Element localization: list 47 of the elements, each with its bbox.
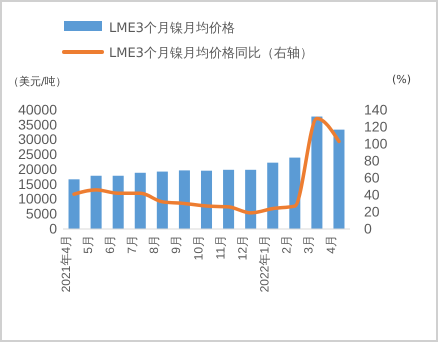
x-tick-label: 7月 [125,235,140,254]
legend-label: LME3个月镍月均价格同比（右轴） [109,46,313,61]
bar [112,176,124,229]
bar [267,162,278,229]
y-tick-label: 5000 [26,206,58,222]
bar [156,172,168,229]
y2-tick-label: 60 [364,169,380,186]
x-tick-label: 10月 [191,235,206,260]
x-tick-label: 4月 [324,235,338,254]
bar [134,172,146,229]
y-tick-label: 35000 [18,116,58,132]
x-tick-label: 2月 [280,235,294,254]
bar [245,170,256,229]
y-tick-label: 0 [49,220,58,236]
y2-tick-label: 100 [364,135,388,152]
bar [223,170,234,229]
bar [178,170,190,229]
bar [333,130,344,229]
y2-tick-label: 80 [364,152,380,168]
x-tick-label: 2021年4月 [58,235,73,292]
y2-tick-label: 40 [364,186,380,202]
y2-tick-label: 20 [364,203,380,220]
bar [200,170,212,229]
y-tick-label: 15000 [18,176,58,192]
y-tick-label: 40000 [18,101,58,118]
x-tick-label: 5月 [80,235,95,254]
y2-tick-label: 140 [364,101,388,118]
y-tick-label: 30000 [18,131,58,148]
y2-tick-label: 0 [364,220,372,236]
x-tick-label: 2022年1月 [258,235,272,292]
bar [90,176,102,229]
x-tick-label: 8月 [147,235,162,254]
legend-label: LME3个月镍月均价格 [109,21,235,36]
bar [311,116,322,229]
y2-tick-label: 120 [364,118,388,134]
bar [68,179,80,229]
x-tick-label: 9月 [169,235,184,254]
x-tick-label: 11月 [213,235,228,260]
y-tick-label: 20000 [18,160,58,177]
x-tick-label: 12月 [235,235,250,260]
y-axis-title: （美元/吨） [8,75,67,88]
y-tick-label: 10000 [18,190,58,207]
line-series [72,116,341,215]
x-tick-label: 3月 [302,235,316,254]
y-tick-label: 25000 [18,146,58,162]
x-tick-label: 6月 [102,235,117,254]
y2-axis-title: (%) [392,73,412,86]
